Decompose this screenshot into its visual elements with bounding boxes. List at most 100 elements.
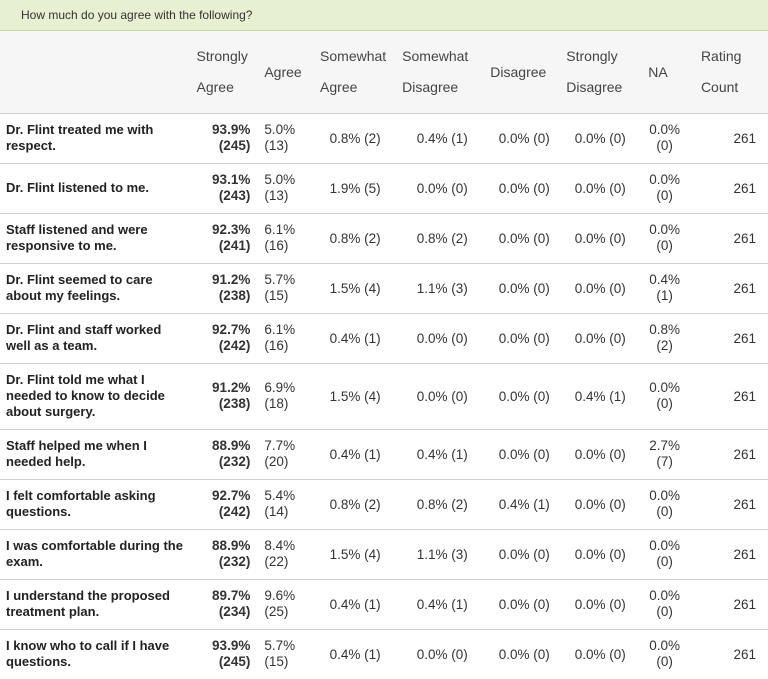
disagree-cell: 0.0% (0) [486, 363, 563, 430]
somewhat-disagree-cell: 0.4% (1) [398, 113, 487, 164]
rating-count-cell: 261 [690, 629, 768, 679]
somewhat-agree-cell: 1.5% (4) [312, 363, 399, 430]
somewhat-disagree-cell: 1.1% (3) [398, 529, 487, 580]
disagree-cell: 0.0% (0) [486, 529, 563, 580]
somewhat-disagree-cell: 0.8% (2) [398, 479, 487, 530]
rating-count-cell: 261 [690, 263, 768, 314]
strongly-agree-cell: 91.2% (238) [192, 263, 257, 314]
rating-count-cell: 261 [690, 213, 768, 264]
header-na: NA [638, 31, 691, 114]
somewhat-agree-cell: 0.4% (1) [312, 429, 399, 480]
somewhat-disagree-cell: 0.4% (1) [398, 579, 487, 630]
strongly-agree-cell: 93.9% (245) [192, 629, 257, 679]
agree-cell: 6.9% (18) [256, 363, 313, 430]
results-table: Strongly Agree Agree Somewhat Agree Some… [0, 31, 768, 679]
disagree-cell: 0.0% (0) [486, 163, 563, 214]
table-row: Dr. Flint treated me with respect. 93.9%… [0, 113, 768, 164]
header-rating-count: Rating Count [690, 31, 768, 114]
strongly-agree-cell: 89.7% (234) [192, 579, 257, 630]
strongly-disagree-cell: 0.0% (0) [562, 479, 639, 530]
row-label: Dr. Flint told me what I needed to know … [0, 363, 193, 430]
table-row: Dr. Flint seemed to care about my feelin… [0, 263, 768, 314]
somewhat-agree-cell: 0.8% (2) [312, 213, 399, 264]
table-row: Dr. Flint told me what I needed to know … [0, 363, 768, 430]
strongly-agree-cell: 88.9% (232) [192, 429, 257, 480]
somewhat-agree-cell: 1.5% (4) [312, 529, 399, 580]
header-agree: Agree [256, 31, 313, 114]
strongly-agree-cell: 92.7% (242) [192, 313, 257, 364]
row-label: Staff listened and were responsive to me… [0, 213, 193, 264]
strongly-agree-cell: 92.7% (242) [192, 479, 257, 530]
strongly-agree-cell: 92.3% (241) [192, 213, 257, 264]
na-cell: 0.0% (0) [638, 579, 691, 630]
table-row: Dr. Flint and staff worked well as a tea… [0, 313, 768, 364]
disagree-cell: 0.0% (0) [486, 113, 563, 164]
rating-count-cell: 261 [690, 429, 768, 480]
na-cell: 0.0% (0) [638, 113, 691, 164]
somewhat-disagree-cell: 0.0% (0) [398, 313, 487, 364]
agree-cell: 5.0% (13) [256, 113, 313, 164]
na-cell: 0.0% (0) [638, 163, 691, 214]
agree-cell: 5.7% (15) [256, 263, 313, 314]
strongly-agree-cell: 93.9% (245) [192, 113, 257, 164]
na-cell: 0.0% (0) [638, 479, 691, 530]
row-label: Dr. Flint and staff worked well as a tea… [0, 313, 193, 364]
na-cell: 2.7% (7) [638, 429, 691, 480]
strongly-disagree-cell: 0.0% (0) [562, 313, 639, 364]
agree-cell: 5.4% (14) [256, 479, 313, 530]
na-cell: 0.4% (1) [638, 263, 691, 314]
somewhat-agree-cell: 0.8% (2) [312, 479, 399, 530]
somewhat-disagree-cell: 0.4% (1) [398, 429, 487, 480]
strongly-disagree-cell: 0.4% (1) [562, 363, 639, 430]
table-row: Staff helped me when I needed help. 88.9… [0, 429, 768, 480]
header-disagree: Disagree [486, 31, 563, 114]
rating-count-cell: 261 [690, 479, 768, 530]
disagree-cell: 0.0% (0) [486, 429, 563, 480]
strongly-disagree-cell: 0.0% (0) [562, 163, 639, 214]
table-row: Dr. Flint listened to me. 93.1% (243) 5.0… [0, 163, 768, 214]
agree-cell: 8.4% (22) [256, 529, 313, 580]
disagree-cell: 0.4% (1) [486, 479, 563, 530]
na-cell: 0.8% (2) [638, 313, 691, 364]
agree-cell: 5.7% (15) [256, 629, 313, 679]
na-cell: 0.0% (0) [638, 629, 691, 679]
disagree-cell: 0.0% (0) [486, 579, 563, 630]
row-label: Staff helped me when I needed help. [0, 429, 193, 480]
somewhat-agree-cell: 0.4% (1) [312, 579, 399, 630]
strongly-disagree-cell: 0.0% (0) [562, 529, 639, 580]
strongly-agree-cell: 91.2% (238) [192, 363, 257, 430]
header-row: Strongly Agree Agree Somewhat Agree Some… [0, 31, 768, 114]
somewhat-agree-cell: 0.4% (1) [312, 629, 399, 679]
row-label: I felt comfortable asking questions. [0, 479, 193, 530]
table-row: I understand the proposed treatment plan… [0, 579, 768, 630]
somewhat-agree-cell: 1.9% (5) [312, 163, 399, 214]
row-label: I know who to call if I have questions. [0, 629, 193, 679]
disagree-cell: 0.0% (0) [486, 263, 563, 314]
somewhat-agree-cell: 1.5% (4) [312, 263, 399, 314]
table-row: I know who to call if I have questions. … [0, 629, 768, 679]
row-label: Dr. Flint listened to me. [0, 163, 193, 214]
agree-cell: 6.1% (16) [256, 213, 313, 264]
table-row: I was comfortable during the exam. 88.9%… [0, 529, 768, 580]
header-blank [0, 31, 193, 114]
agree-cell: 7.7% (20) [256, 429, 313, 480]
header-somewhat-disagree: Somewhat Disagree [398, 31, 487, 114]
disagree-cell: 0.0% (0) [486, 313, 563, 364]
somewhat-disagree-cell: 0.0% (0) [398, 629, 487, 679]
na-cell: 0.0% (0) [638, 529, 691, 580]
row-label: I was comfortable during the exam. [0, 529, 193, 580]
rating-count-cell: 261 [690, 579, 768, 630]
disagree-cell: 0.0% (0) [486, 213, 563, 264]
rating-count-cell: 261 [690, 163, 768, 214]
strongly-agree-cell: 93.1% (243) [192, 163, 257, 214]
strongly-disagree-cell: 0.0% (0) [562, 429, 639, 480]
somewhat-disagree-cell: 0.0% (0) [398, 163, 487, 214]
table-row: Staff listened and were responsive to me… [0, 213, 768, 264]
agree-cell: 9.6% (25) [256, 579, 313, 630]
na-cell: 0.0% (0) [638, 363, 691, 430]
header-strongly-agree: Strongly Agree [192, 31, 257, 114]
rating-count-cell: 261 [690, 313, 768, 364]
somewhat-disagree-cell: 0.8% (2) [398, 213, 487, 264]
header-somewhat-agree: Somewhat Agree [312, 31, 399, 114]
